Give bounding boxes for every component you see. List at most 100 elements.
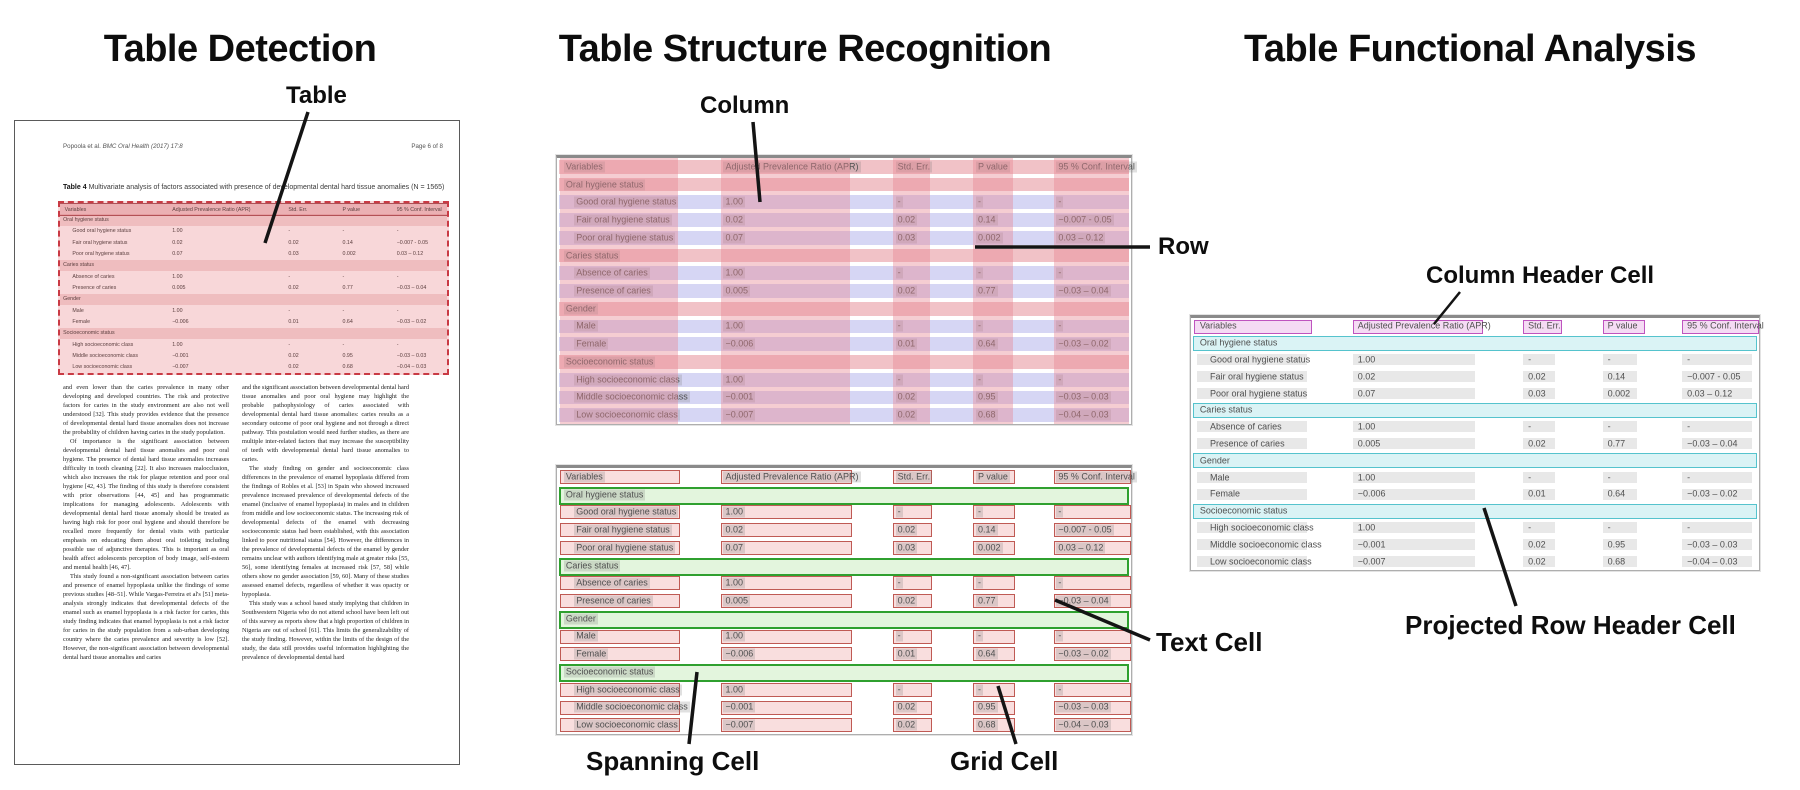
text-cell-background (1602, 370, 1637, 382)
mini-row-label: Poor oral hygiene status (72, 250, 130, 257)
cell-text: - (1607, 522, 1611, 533)
mini-cell: - (342, 341, 345, 348)
structure-cells-table: Variables Adjusted Prevalence Ratio (APR)… (556, 465, 1137, 735)
text-cell: - (1056, 630, 1064, 642)
projected-row-header-cell (1192, 503, 1758, 519)
row-highlight (559, 337, 1129, 352)
cell-text: - (1056, 267, 1064, 279)
header-row: Variables Adjusted Prevalence Ratio (APR)… (557, 158, 1137, 176)
document-page-number: Page 6 of 8 (411, 143, 443, 150)
text-cell: 0.02 (895, 719, 918, 731)
text-cell-background (1682, 488, 1752, 500)
row-label-text: Socioeconomic status (563, 356, 656, 368)
row-label-text: High socioeconomic class (574, 374, 682, 386)
data-row: High socioeconomic class 1.00 - - - (1191, 520, 1759, 537)
mini-cell: 0.95 (342, 352, 353, 359)
text-cell: - (895, 506, 903, 518)
row-label-text: Good oral hygiene status (574, 196, 679, 208)
grid-cell (1053, 576, 1132, 591)
callout-projected-row-header-cell: Projected Row Header Cell (1405, 610, 1736, 640)
cell-text: 0.02 (1528, 438, 1546, 449)
grid-cell (973, 470, 1016, 484)
data-row: Poor oral hygiene status 0.07 0.03 0.002 0.0… (1191, 385, 1759, 402)
text-cell-background (1352, 555, 1475, 567)
mini-data-row: Male 1.00 - - - (60, 305, 447, 316)
data-row: Middle socioeconomic class −0.001 0.02 0.95… (1191, 536, 1759, 553)
mini-cell: - (288, 341, 291, 348)
text-cell: 0.02 (723, 524, 745, 536)
cell-text: 0.002 (1607, 388, 1631, 399)
cell-text: 1.00 (723, 196, 745, 208)
grid-cell (559, 470, 680, 484)
section-row: Gender (557, 300, 1131, 318)
cell-text: −0.006 (723, 338, 756, 350)
cell-text: 0.02 (895, 391, 918, 403)
cell-text: −0.001 (1357, 539, 1386, 550)
cell-text: −0.03 – 0.02 (1687, 488, 1738, 499)
grid-cell (720, 523, 852, 538)
text-cell: 0.01 (895, 648, 918, 660)
cell-text: 0.68 (1607, 556, 1626, 567)
cell-text: - (895, 320, 903, 332)
mini-row-label: High socioeconomic class (72, 341, 134, 348)
cell-text: −0.007 - 0.05 (1056, 214, 1114, 226)
data-row: Poor oral hygiene status 0.07 0.03 0.002 0.0… (557, 229, 1131, 247)
row-label-text: Caries status (563, 250, 621, 262)
text-cell-background (1196, 421, 1308, 433)
text-cell-background (1682, 438, 1752, 450)
mini-cell: 0.14 (342, 239, 353, 246)
grid-cell (892, 629, 933, 644)
cell-text: - (1687, 421, 1691, 432)
grid-cell (559, 682, 680, 697)
mini-cell: −0.007 (172, 364, 189, 371)
row-label-text: Fair oral hygiene status (1210, 371, 1304, 382)
text-cell-background (1523, 370, 1555, 382)
row-label-text: Good oral hygiene status (574, 506, 679, 518)
row-label-text: Presence of caries (1210, 438, 1285, 449)
cell-text: −0.03 – 0.02 (1056, 338, 1111, 350)
mini-section-row: Oral hygiene status (60, 214, 447, 226)
text-cell-background (1602, 471, 1637, 483)
mini-data-row: Female −0.006 0.01 0.64 −0.03 – 0.02 (60, 316, 447, 327)
text-cell-background (1523, 421, 1555, 433)
mini-cell: - (288, 228, 291, 235)
text-cell: 0.02 (895, 701, 918, 713)
cell-text: 0.02 (1528, 556, 1546, 567)
row-label-text: Middle socioeconomic class (574, 701, 690, 713)
cell-text: - (976, 267, 984, 279)
data-row: Absence of caries 1.00 - - - (557, 264, 1131, 282)
grid-cell (720, 540, 852, 555)
mini-cell: 1.00 (172, 341, 183, 348)
cell-text: 1.00 (1357, 421, 1376, 432)
cell-text: 1.00 (1357, 522, 1376, 533)
grid-cell (720, 700, 852, 715)
mini-cell: 1.00 (172, 228, 183, 235)
mini-header-cell: P value (342, 206, 361, 213)
cell-text: 0.07 (723, 232, 745, 244)
grid-cell (973, 647, 1016, 662)
grid-cell (1053, 470, 1132, 484)
row-highlight (559, 372, 1129, 387)
column-header-cell (1193, 320, 1313, 334)
text-cell-background (1682, 354, 1752, 366)
grid-cell (973, 523, 1016, 538)
spanning-cell-text: Socioeconomic status (563, 666, 656, 678)
callout-column: Column (700, 92, 790, 119)
projected-row-header-row: Oral hygiene status (1191, 335, 1759, 352)
text-cell-background (1196, 387, 1308, 399)
cell-text: 0.02 (895, 214, 918, 226)
text-cell-background (1523, 438, 1555, 450)
text-cell: −0.03 – 0.03 (1056, 701, 1111, 713)
mini-cell: 1.00 (172, 307, 183, 314)
row-label-text: Poor oral hygiene status (574, 542, 676, 554)
row-label-text: Absence of caries (574, 267, 650, 279)
mini-cell: −0.03 – 0.04 (396, 284, 427, 291)
row-highlight (559, 408, 1129, 422)
projected-row-header-row: Gender (1191, 452, 1759, 469)
mini-row-label: Absence of caries (72, 273, 115, 280)
grid-cell (892, 470, 933, 484)
spanning-cell-text: Gender (563, 613, 598, 625)
grid-cell (892, 523, 933, 538)
row-highlight-header (559, 160, 1129, 174)
grid-cell (559, 718, 680, 733)
